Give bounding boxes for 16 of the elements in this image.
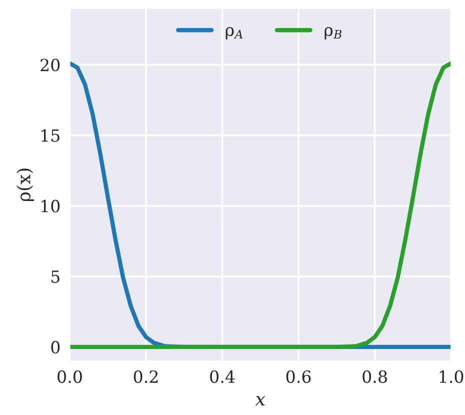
y-tick-label: 20 — [40, 58, 60, 72]
y-axis-title: ρ(x) — [16, 168, 34, 201]
x-tick-label: 0.0 — [58, 370, 82, 383]
x-axis-title: x — [255, 396, 266, 406]
y-tick-label: 15 — [42, 129, 60, 142]
y-tick-label: 10 — [42, 200, 60, 212]
x-tick-label: 1.0 — [440, 370, 464, 383]
line-series — [70, 61, 452, 350]
x-tick-label: 0.8 — [362, 370, 387, 383]
x-tick-label: 0.6 — [286, 370, 311, 383]
y-tick-label: 5 — [52, 270, 60, 283]
legend-label: ρ$_{A}$ — [226, 26, 243, 40]
x-tick-label: 0.4 — [210, 370, 235, 383]
x-tick-label: 0.2 — [134, 370, 158, 383]
y-tick-label: 0 — [51, 340, 60, 354]
legend-label: ρ$_{B}$ — [324, 26, 342, 40]
